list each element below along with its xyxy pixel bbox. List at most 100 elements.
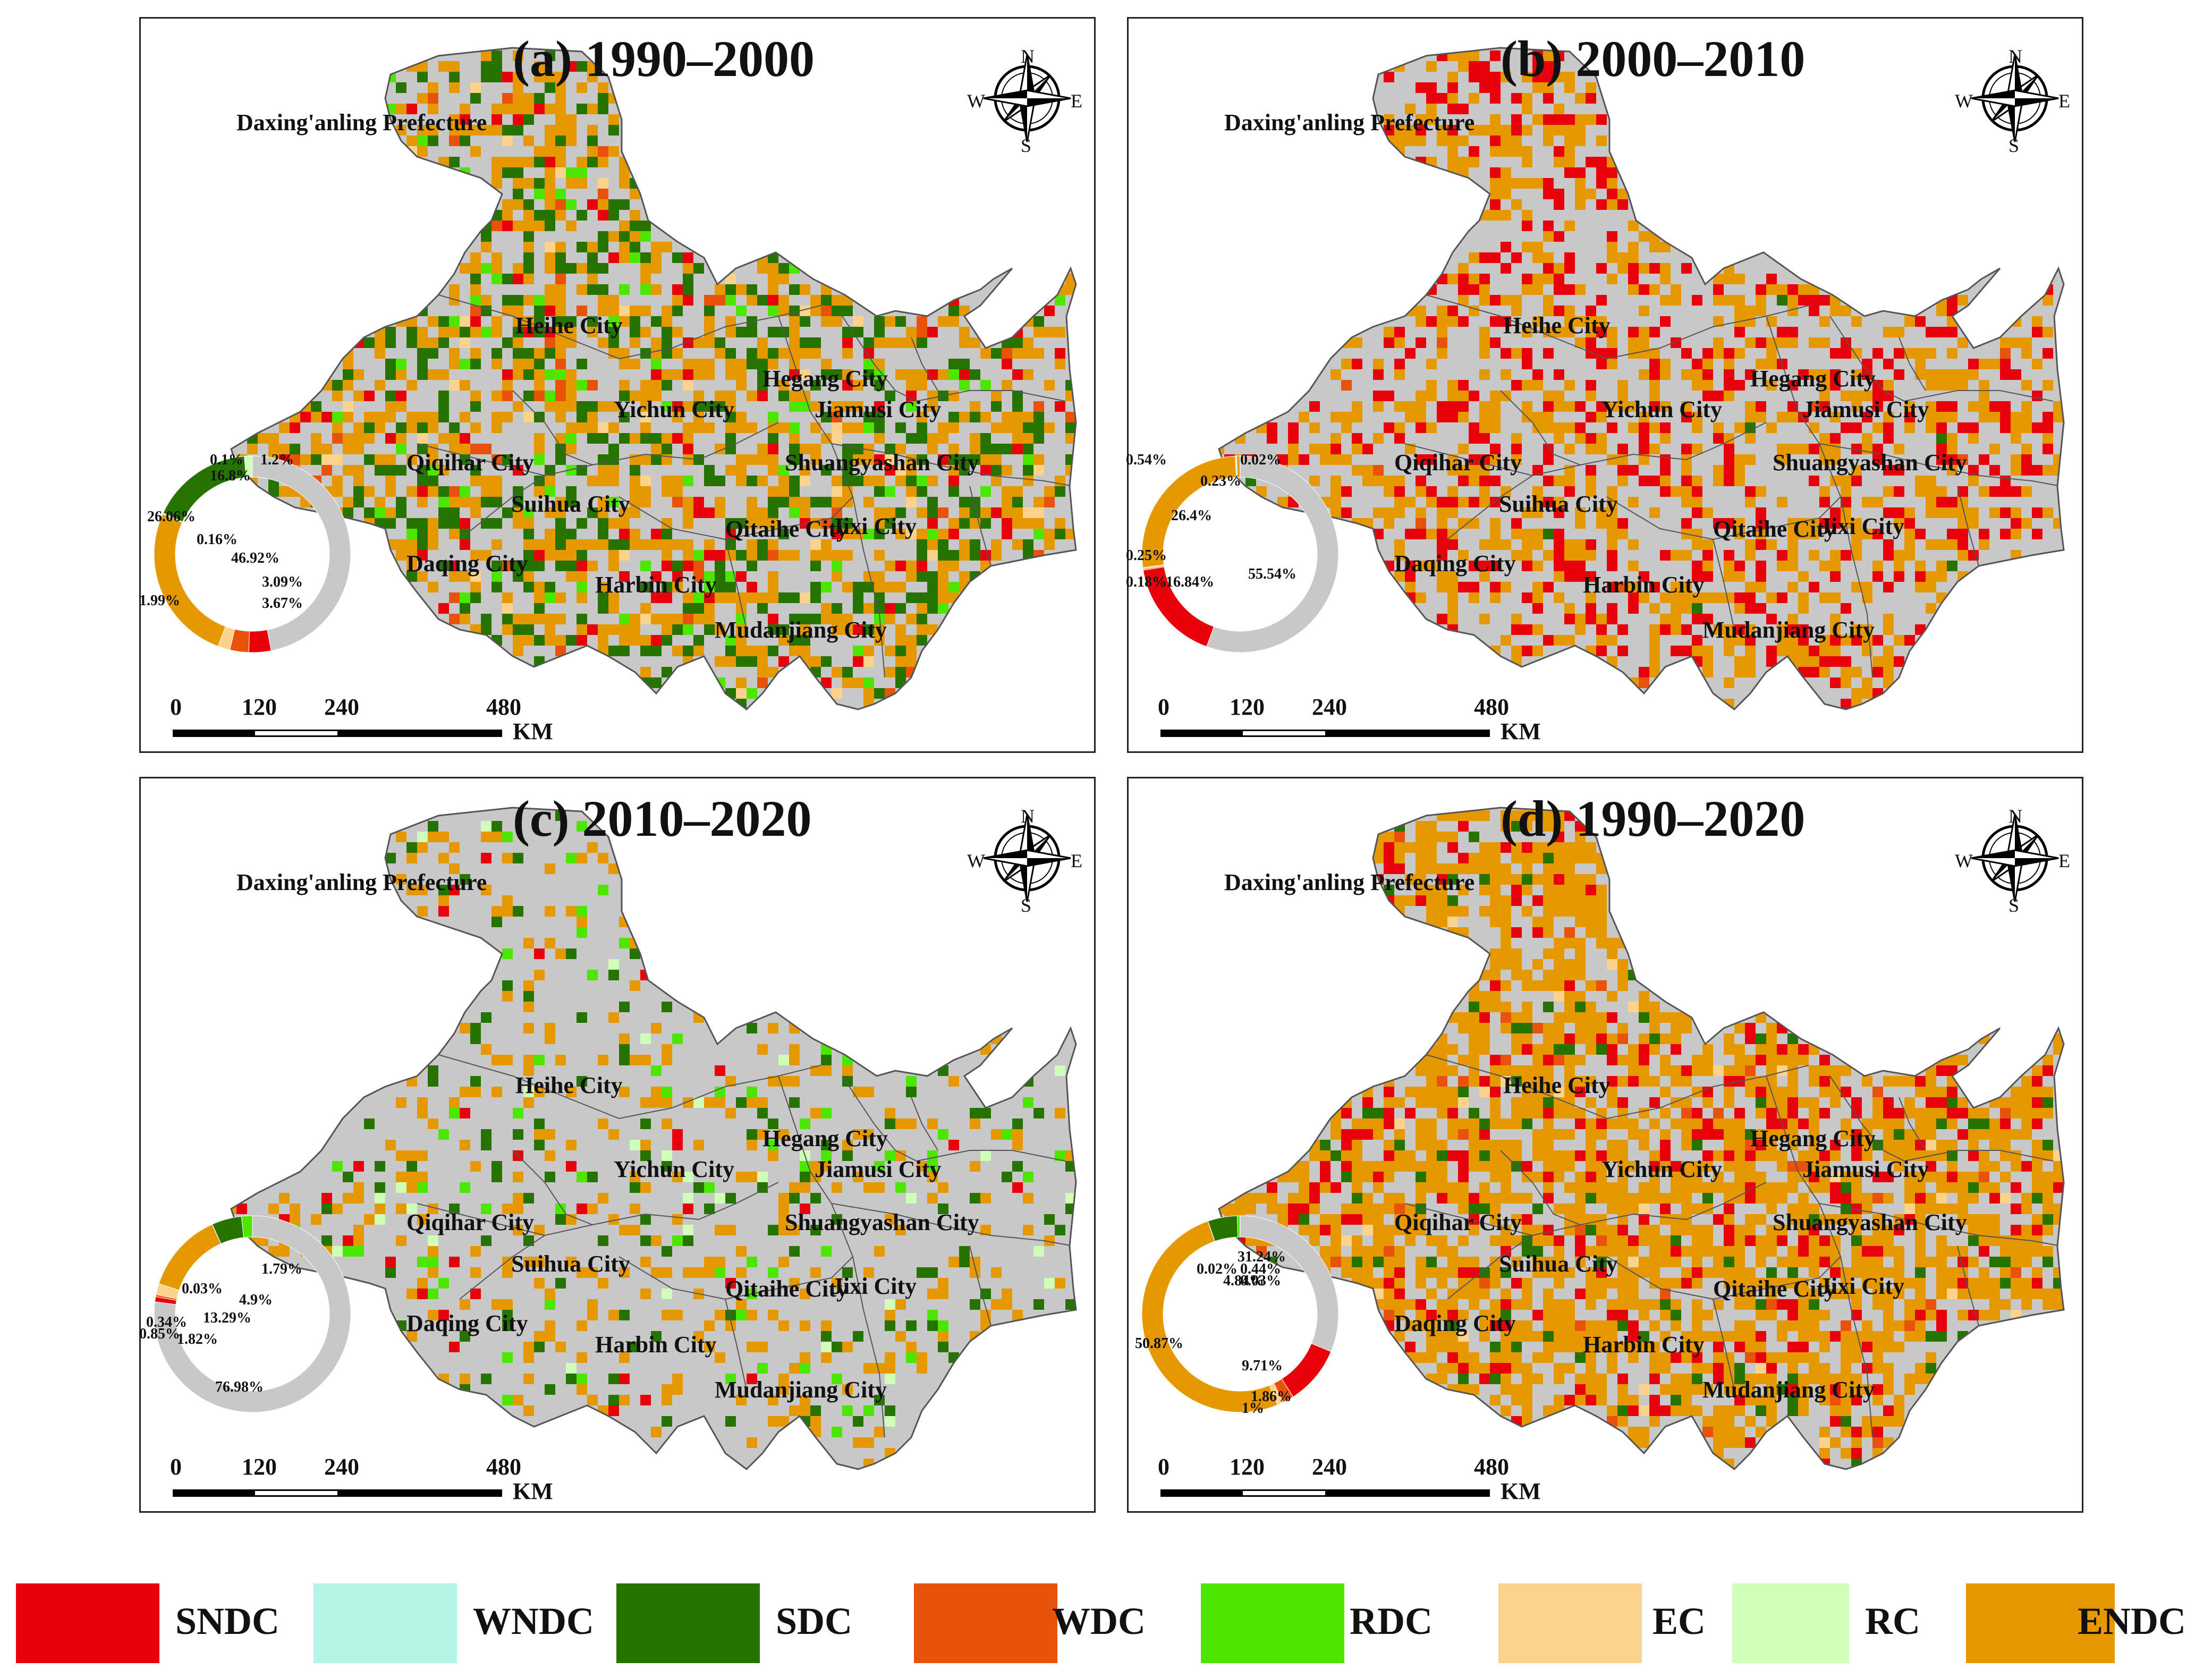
grid-cell-endc	[640, 391, 651, 401]
grid-cell-endc	[736, 1299, 747, 1310]
grid-cell-endc	[555, 614, 566, 624]
grid-cell-sndc	[1681, 646, 1692, 656]
grid-cell-endc	[1617, 1182, 1628, 1193]
grid-cell-endc	[1501, 295, 1511, 306]
grid-cell-endc	[1756, 1150, 1766, 1161]
grid-cell-sndc	[1554, 306, 1564, 316]
grid-cell-endc	[1362, 1267, 1373, 1278]
grid-cell-endc	[513, 178, 523, 189]
grid-cell-endc	[1564, 1267, 1575, 1278]
grid-cell-sdc	[2043, 1097, 2053, 1108]
grid-cell-rc	[683, 1172, 693, 1182]
grid-cell-sndc	[1511, 895, 1522, 906]
grid-cell-sdc	[481, 614, 491, 624]
grid-cell-sdc	[662, 1416, 672, 1427]
grid-cell-endc	[438, 832, 449, 842]
grid-cell-sndc	[1596, 401, 1607, 412]
grid-cell-sdc	[853, 327, 863, 337]
grid-cell-endc	[1681, 592, 1692, 603]
city-label-jixi: Jixi City	[832, 1273, 917, 1299]
grid-cell-sndc	[1777, 1235, 1787, 1246]
grid-cell-sndc	[470, 1289, 481, 1299]
grid-cell-sndc	[1702, 550, 1713, 561]
grid-cell-sdc	[853, 476, 863, 486]
grid-cell-sdc	[1936, 433, 1947, 444]
grid-cell-endc	[1915, 1246, 1926, 1257]
grid-cell-endc	[640, 454, 651, 465]
grid-cell-sdc	[513, 125, 523, 135]
grid-cell-sndc	[938, 454, 948, 465]
grid-cell-endc	[917, 380, 927, 391]
grid-cell-endc	[545, 104, 555, 114]
grid-cell-wdc	[917, 316, 927, 327]
grid-cell-endc	[1299, 1161, 1309, 1172]
grid-cell-endc	[1989, 507, 2000, 518]
grid-cell-endc	[1373, 433, 1384, 444]
grid-cell-endc	[1904, 1278, 1915, 1289]
grid-cell-endc	[1957, 507, 1968, 518]
grid-cell-sdc	[1023, 539, 1033, 550]
grid-cell-sdc	[343, 1172, 353, 1182]
grid-cell-endc	[1532, 959, 1543, 970]
grid-cell-sndc	[1830, 1182, 1841, 1193]
grid-cell-endc	[1756, 306, 1766, 316]
grid-cell-sdc	[991, 401, 1002, 412]
grid-cell-endc	[768, 454, 778, 465]
donut-label: 0.03%	[182, 1281, 223, 1297]
grid-cell-endc	[1437, 1246, 1447, 1257]
grid-cell-endc	[1692, 539, 1702, 550]
grid-cell-endc	[1501, 1225, 1511, 1235]
grid-cell-endc	[1692, 422, 1702, 433]
donut-segment-sndc	[248, 629, 272, 653]
grid-cell-sndc	[1596, 295, 1607, 306]
grid-cell-rc	[1044, 1278, 1055, 1289]
grid-cell-endc	[1469, 1299, 1479, 1310]
grid-cell-endc	[1862, 1129, 1872, 1140]
grid-cell-endc	[1447, 274, 1458, 284]
grid-cell-sndc	[545, 157, 555, 167]
grid-cell-sndc	[1394, 1267, 1405, 1278]
grid-cell-endc	[704, 337, 715, 348]
grid-cell-sdc	[491, 348, 502, 359]
grid-cell-endc	[1564, 135, 1575, 146]
grid-cell-endc	[2011, 1289, 2021, 1299]
grid-cell-sdc	[598, 433, 608, 444]
grid-cell-endc	[353, 391, 364, 401]
grid-cell-endc	[1447, 1257, 1458, 1267]
grid-cell-endc	[768, 1395, 778, 1405]
grid-cell-sdc	[853, 582, 863, 592]
grid-cell-sndc	[1479, 61, 1490, 72]
grid-cell-endc	[1501, 810, 1511, 821]
grid-cell-sdc	[1543, 853, 1554, 863]
grid-cell-endc	[534, 1087, 545, 1097]
grid-cell-sdc	[630, 465, 640, 476]
grid-cell-sdc	[874, 688, 885, 699]
grid-cell-sndc	[1734, 592, 1745, 603]
grid-cell-endc	[1511, 1033, 1522, 1044]
grid-cell-sdc	[555, 529, 566, 539]
grid-cell-endc	[513, 50, 523, 61]
grid-cell-endc	[991, 422, 1002, 433]
grid-cell-endc	[1926, 1087, 1936, 1097]
grid-cell-sdc	[491, 1161, 502, 1172]
grid-cell-endc	[396, 1204, 406, 1214]
grid-cell-endc	[1479, 1023, 1490, 1033]
grid-cell-sndc	[1469, 146, 1479, 157]
grid-cell-endc	[1330, 1235, 1341, 1246]
grid-cell-endc	[1426, 1150, 1437, 1161]
grid-cell-sdc	[598, 1235, 608, 1246]
grid-cell-endc	[1649, 1118, 1660, 1129]
grid-cell-sndc	[1543, 263, 1554, 274]
grid-cell-endc	[662, 550, 672, 561]
grid-cell-endc	[1702, 1097, 1713, 1108]
grid-cell-sdc	[651, 646, 662, 656]
grid-cell-wdc	[1979, 1172, 1989, 1182]
grid-cell-ec	[417, 433, 428, 444]
grid-cell-sndc	[1660, 454, 1671, 465]
grid-cell-sdc	[385, 337, 396, 348]
grid-cell-endc	[736, 284, 747, 295]
grid-cell-endc	[1872, 1257, 1883, 1267]
grid-cell-endc	[268, 433, 279, 444]
grid-cell-sndc	[1554, 369, 1564, 380]
grid-cell-endc	[1862, 1076, 1872, 1087]
